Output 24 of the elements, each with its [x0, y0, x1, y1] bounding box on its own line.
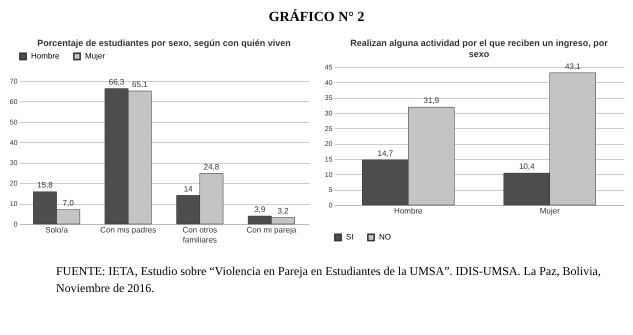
x-tick-label: Con mi pareja [246, 226, 297, 234]
data-label: 7,0 [62, 198, 74, 208]
data-label: 24,8 [204, 162, 220, 172]
legend-label: Hombre [31, 51, 60, 60]
data-label: 66,3 [108, 78, 125, 87]
data-label: 65,1 [132, 80, 148, 90]
data-label: 43,1 [564, 62, 582, 71]
legend-label: NO [379, 232, 391, 242]
data-label: 3,9 [254, 205, 266, 214]
source-note: FUENTE: IETA, Estudio sobre “Violencia en Pareja en Estudiantes de la UMSA”. IDIS-UMSA. La Paz, Bolivia, Noviembre de 2016. [55, 263, 602, 297]
x-tick-label: Solo/a [45, 226, 68, 234]
x-tick-label: Con mis padres [100, 226, 156, 234]
data-label: 14 [184, 184, 194, 194]
legend-label: SI [346, 232, 354, 242]
data-label: 15,8 [37, 180, 54, 190]
x-tick-label: Con otros familiares [182, 226, 218, 244]
legend-label: Mujer [85, 51, 106, 60]
data-label: 14,7 [377, 148, 394, 158]
chart-title: Realizan alguna actividad por el que reciben un ingreso, por sexo [350, 38, 608, 59]
data-label: 3,2 [277, 206, 290, 216]
text: GRÁFICO N° 2 [268, 8, 366, 27]
data-label: 31,9 [423, 96, 440, 106]
chart-title: Porcentaje de estudiantes por sexo, según con quién viven [37, 38, 291, 48]
data-label: 10,4 [518, 162, 536, 172]
